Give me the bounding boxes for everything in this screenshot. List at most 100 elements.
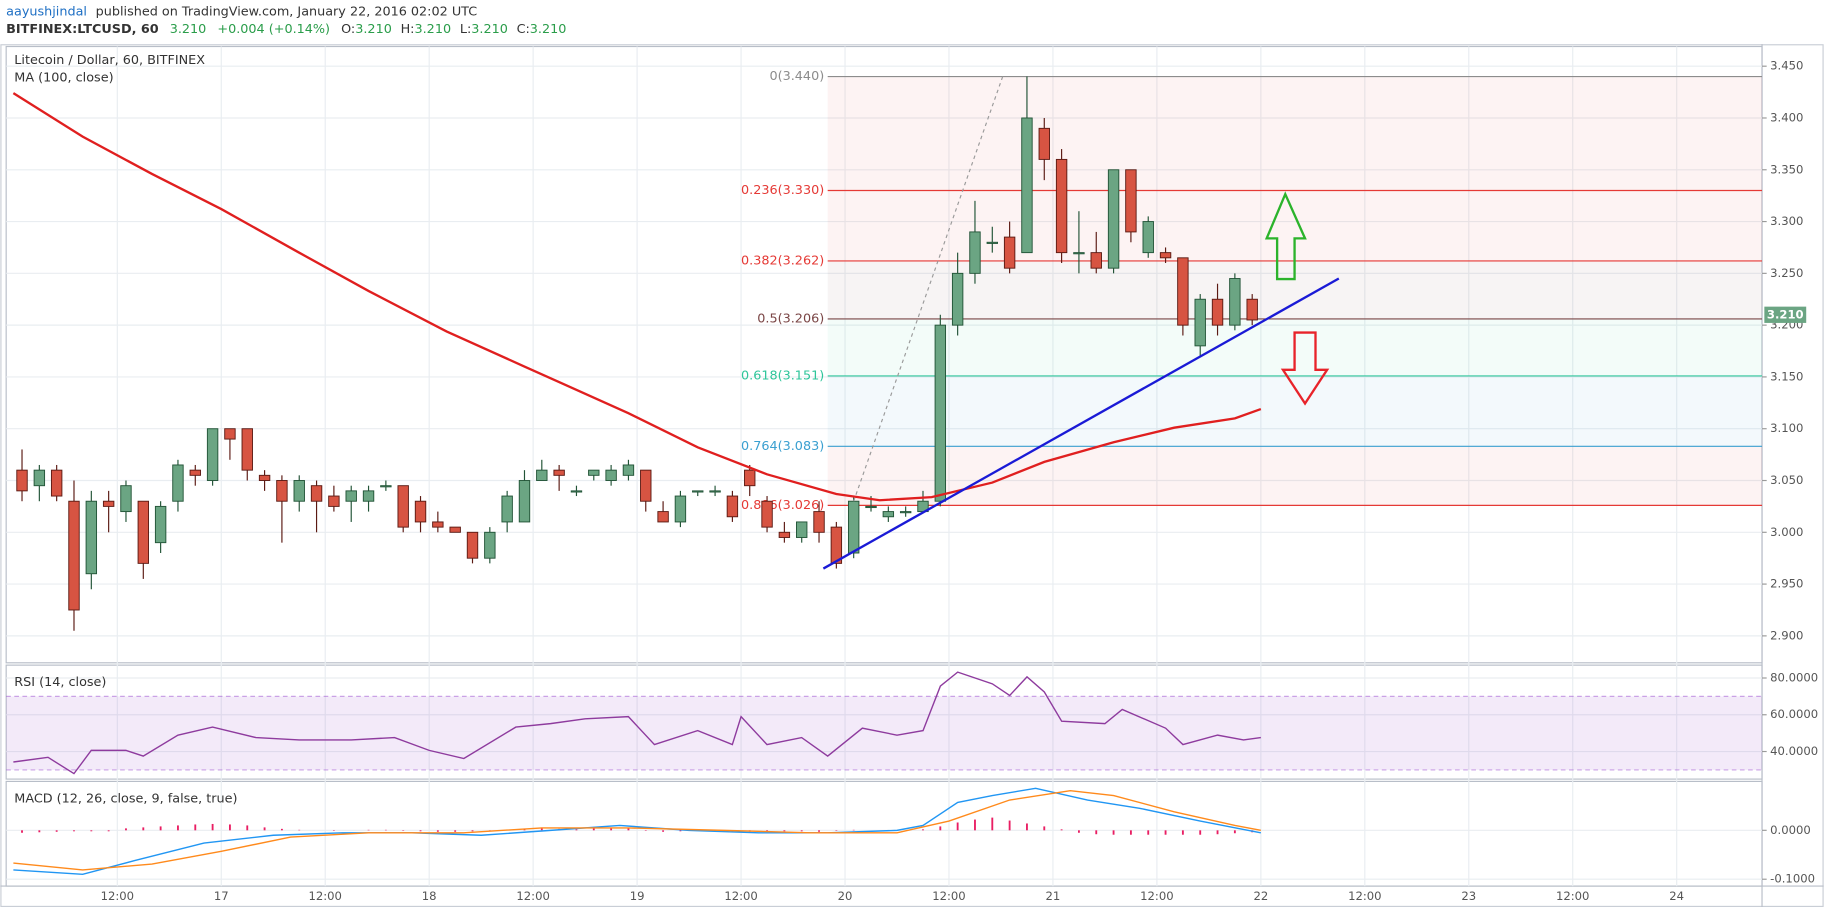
candle-body bbox=[258, 474, 271, 481]
trendline bbox=[853, 76, 1004, 502]
y-tick-label: 3.050 bbox=[1770, 473, 1803, 487]
author[interactable]: aayushjindal bbox=[6, 4, 87, 19]
candle-body bbox=[951, 272, 964, 326]
x-tick-label: 20 bbox=[838, 889, 853, 903]
candle-body bbox=[1021, 117, 1033, 254]
fib-label: 0.382(3.262) bbox=[741, 253, 824, 268]
header-line-1: aayushjindal published on TradingView.co… bbox=[6, 4, 477, 19]
up-arrow bbox=[1264, 191, 1307, 281]
candle-body bbox=[934, 324, 947, 502]
candle-body bbox=[692, 490, 704, 493]
y-tick-label: 3.350 bbox=[1770, 162, 1803, 176]
candle-body bbox=[761, 500, 773, 528]
candle-body bbox=[16, 469, 28, 492]
last-price-label: 3.210 bbox=[1767, 307, 1804, 321]
candle-body bbox=[380, 485, 392, 488]
candle-body bbox=[1090, 252, 1102, 269]
pane-title: RSI (14, close) bbox=[14, 675, 106, 690]
candle-body bbox=[1246, 298, 1258, 321]
x-tick-label: 12:00 bbox=[724, 889, 757, 903]
candle-body bbox=[85, 500, 98, 575]
candle-body bbox=[397, 485, 409, 528]
candle-body bbox=[484, 531, 496, 559]
candle-body bbox=[588, 469, 600, 476]
candle-body bbox=[536, 469, 548, 481]
x-tick-label: 19 bbox=[630, 889, 645, 903]
y-tick-label: 3.400 bbox=[1770, 110, 1803, 124]
candle-body bbox=[276, 480, 288, 502]
x-tick-label: 12:00 bbox=[308, 889, 341, 903]
candle-body bbox=[102, 500, 115, 507]
candle-body bbox=[813, 511, 825, 533]
candle-body bbox=[899, 511, 912, 514]
y-tick-label: 60.0000 bbox=[1770, 707, 1818, 721]
x-tick-label: 12:00 bbox=[1556, 889, 1589, 903]
line-series bbox=[12, 92, 1262, 502]
candle-body bbox=[1073, 252, 1085, 255]
candle-body bbox=[68, 500, 80, 611]
candle-body bbox=[1177, 257, 1189, 326]
candle-body bbox=[33, 469, 46, 487]
y-tick-label: 3.000 bbox=[1770, 525, 1803, 539]
candle-body bbox=[432, 521, 444, 528]
h: 3.210 bbox=[414, 22, 451, 37]
candle-body bbox=[657, 511, 669, 523]
x-tick-label: 12:00 bbox=[516, 889, 549, 903]
trendline bbox=[822, 277, 1340, 570]
candle-body bbox=[744, 469, 756, 487]
candle-body bbox=[726, 495, 739, 518]
candle-body bbox=[172, 464, 184, 502]
y-tick-label: 80.0000 bbox=[1770, 670, 1818, 684]
legend-entry: MA (100, close) bbox=[14, 70, 113, 85]
pane-title: Litecoin / Dollar, 60, BITFINEX bbox=[14, 53, 205, 68]
y-tick-label: 3.450 bbox=[1770, 59, 1803, 73]
h-label: H: bbox=[401, 22, 415, 37]
candle-body bbox=[1125, 169, 1137, 233]
c: 3.210 bbox=[530, 22, 567, 37]
candle-body bbox=[796, 521, 808, 538]
x-tick-label: 22 bbox=[1253, 889, 1268, 903]
pane-frame bbox=[5, 45, 1763, 664]
down-arrow bbox=[1280, 331, 1330, 406]
candle-body bbox=[969, 231, 981, 274]
candle-body bbox=[362, 490, 375, 502]
candle-body bbox=[466, 531, 479, 559]
fib-label: 0.886(3.026) bbox=[741, 498, 824, 513]
l-label: L: bbox=[460, 22, 471, 37]
candle-body bbox=[830, 526, 843, 564]
candle-body bbox=[640, 469, 652, 502]
line-series bbox=[13, 671, 1261, 775]
candle-body bbox=[293, 480, 305, 502]
x-tick-label: 17 bbox=[214, 889, 229, 903]
y-tick-label: 3.300 bbox=[1770, 214, 1803, 228]
candle-body bbox=[241, 428, 253, 471]
candle-body bbox=[518, 480, 531, 523]
candle-body bbox=[674, 495, 687, 523]
candle-body bbox=[1194, 298, 1206, 347]
line-series bbox=[13, 787, 1261, 876]
pane-title: MACD (12, 26, close, 9, false, true) bbox=[14, 791, 237, 806]
y-tick-label: 2.950 bbox=[1770, 577, 1803, 591]
c-label: C: bbox=[517, 22, 530, 37]
change: +0.004 (+0.14%) bbox=[217, 22, 330, 37]
x-tick-label: 24 bbox=[1669, 889, 1684, 903]
fib-label: 0(3.440) bbox=[770, 69, 825, 84]
header-line-2: BITFINEX:LTCUSD, 60 3.210 +0.004 (+0.14%… bbox=[6, 22, 566, 37]
grid bbox=[6, 46, 1763, 887]
candle-body bbox=[570, 490, 583, 493]
fib-label: 0.618(3.151) bbox=[741, 368, 824, 383]
y-tick-label: 3.250 bbox=[1770, 266, 1803, 280]
candle-body bbox=[553, 469, 565, 476]
x-tick-label: 18 bbox=[422, 889, 437, 903]
x-tick-label: 23 bbox=[1461, 889, 1476, 903]
candle-body bbox=[1107, 169, 1120, 269]
candle-body bbox=[986, 241, 998, 244]
y-tick-label: -0.1000 bbox=[1770, 872, 1815, 886]
candle-body bbox=[882, 511, 895, 518]
plot-layers: 12:00 17 12:00 18 12:00 19 12:00 20 12:00 21 12:00… bbox=[0, 44, 1824, 907]
candle-body bbox=[865, 505, 877, 509]
last: 3.210 bbox=[170, 22, 207, 37]
y-tick-label: 3.100 bbox=[1770, 421, 1803, 435]
